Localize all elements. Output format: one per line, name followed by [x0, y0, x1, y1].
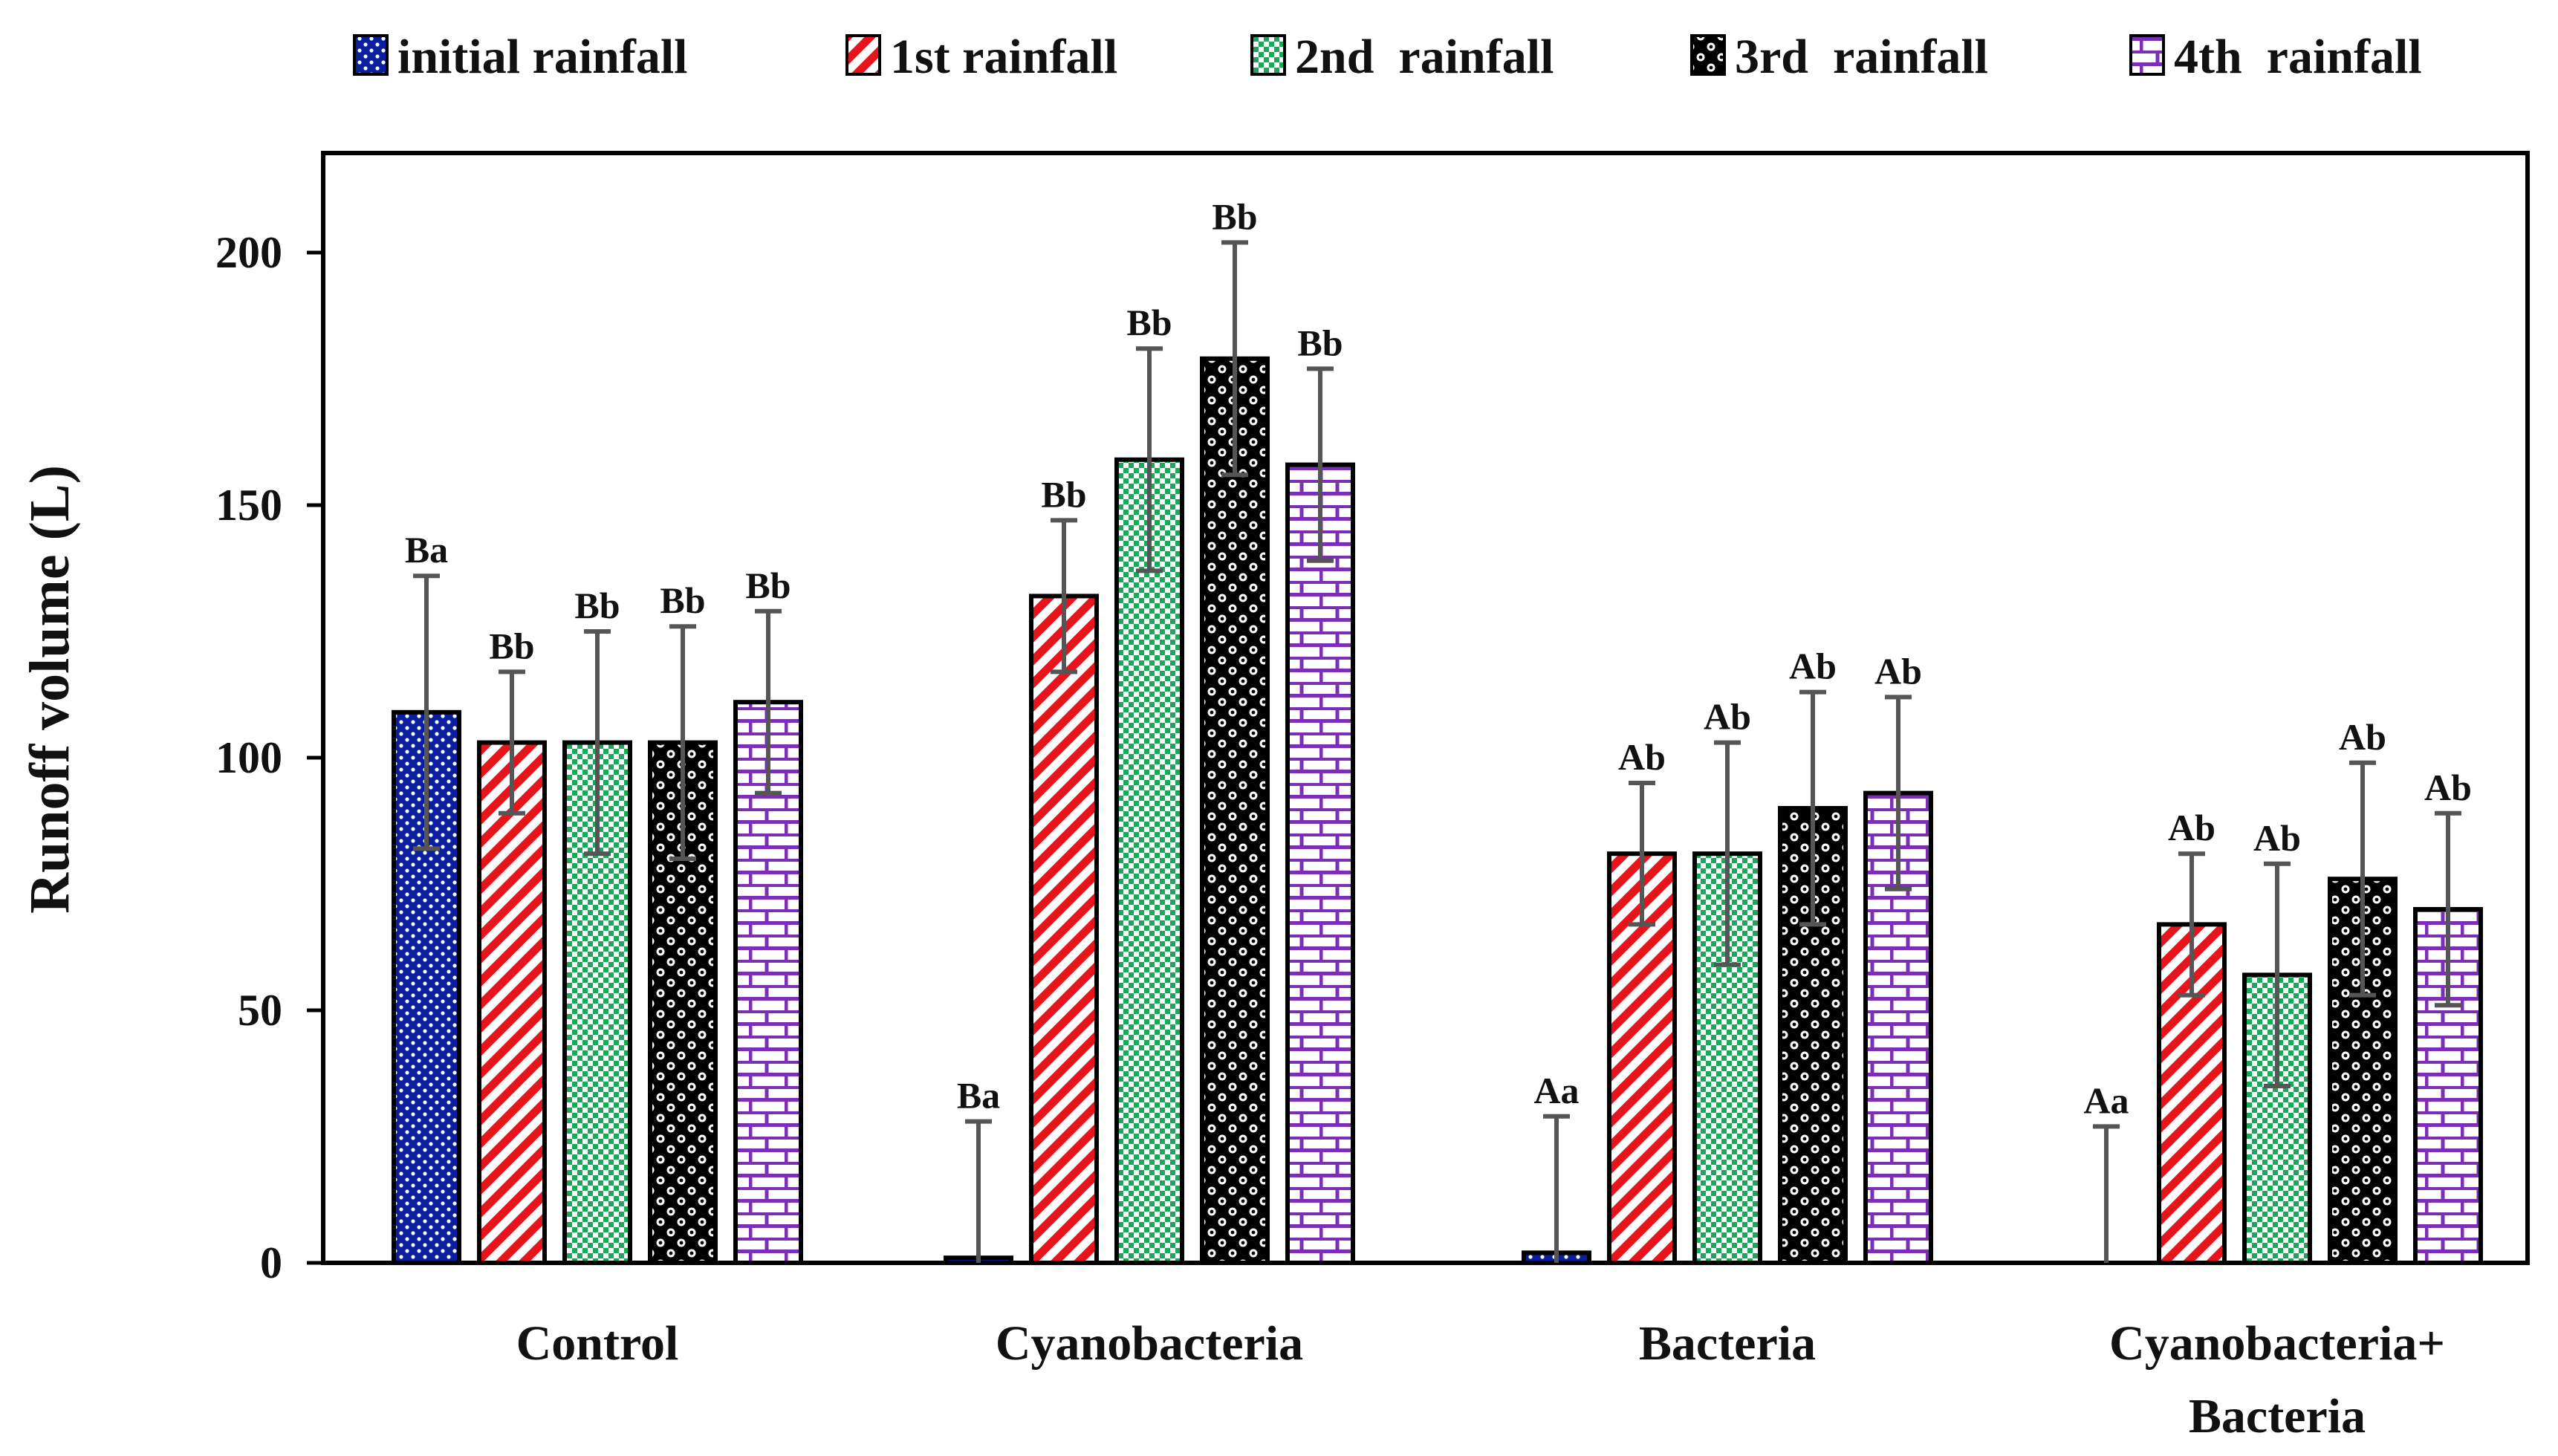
- legend-label: 4th rainfall: [2174, 30, 2422, 84]
- y-axis-title: Runoff volume (L): [19, 465, 81, 914]
- significance-label: Ab: [2168, 807, 2215, 848]
- legend-swatch-dots: [353, 34, 389, 76]
- bar-circles: [1200, 356, 1270, 1265]
- significance-label: Ba: [957, 1075, 1000, 1117]
- bar-bricks: [733, 700, 803, 1265]
- significance-label: Ab: [1789, 646, 1837, 687]
- plot-frame: [321, 151, 2530, 1265]
- plot-area: 0 50 100 150 200 Runoff volume (L) Ba Bb Bb Bb Bb C…: [19, 151, 2530, 1443]
- legend-label: 2nd rainfall: [1295, 30, 1554, 84]
- legend-swatch-diagonal: [845, 34, 881, 76]
- significance-label: Bb: [1041, 473, 1086, 515]
- bar-bricks: [1285, 462, 1355, 1265]
- y-tick-label: 200: [215, 228, 282, 277]
- significance-label: Bb: [574, 585, 620, 626]
- legend-label: 3rd rainfall: [1735, 30, 1988, 84]
- y-tick-label: 0: [260, 1238, 282, 1287]
- significance-label: Ab: [2253, 817, 2301, 859]
- bar-diagonal: [1029, 594, 1099, 1265]
- significance-label: Ba: [405, 529, 448, 571]
- significance-label: Aa: [1533, 1070, 1579, 1111]
- category-label: Bacteria: [2189, 1389, 2366, 1443]
- bar-checker: [1114, 457, 1184, 1265]
- significance-label: Aa: [2083, 1079, 2129, 1121]
- legend-swatch-circles: [1690, 34, 1726, 76]
- significance-label: Bb: [660, 579, 705, 621]
- y-tick-label: 150: [215, 481, 282, 530]
- significance-label: Bb: [1212, 195, 1257, 237]
- significance-label: Ab: [1618, 736, 1666, 778]
- legend-label: initial rainfall: [397, 30, 688, 84]
- significance-label: Bb: [745, 565, 791, 606]
- significance-label: Ab: [1704, 696, 1751, 738]
- significance-label: Bb: [489, 625, 534, 666]
- y-tick-label: 100: [215, 733, 282, 782]
- legend-swatch-checker: [1250, 34, 1286, 76]
- significance-label: Ab: [2339, 716, 2386, 758]
- bar-diagonal: [477, 740, 547, 1265]
- significance-label: Bb: [1297, 322, 1343, 363]
- y-tick-label: 50: [238, 986, 282, 1035]
- category-label: Cyanobacteria: [996, 1316, 1303, 1371]
- significance-label: Ab: [2424, 767, 2472, 808]
- category-label: Cyanobacteria+: [2109, 1316, 2445, 1371]
- legend-swatch-bricks: [2129, 34, 2165, 76]
- legend: initial rainfall 1st rainfall 2nd rainfall…: [353, 30, 2422, 84]
- significance-label: Bb: [1126, 302, 1172, 343]
- legend-label: 1st rainfall: [890, 30, 1117, 84]
- significance-label: Ab: [1874, 650, 1922, 692]
- category-label: Control: [516, 1316, 679, 1371]
- category-label: Bacteria: [1639, 1316, 1816, 1371]
